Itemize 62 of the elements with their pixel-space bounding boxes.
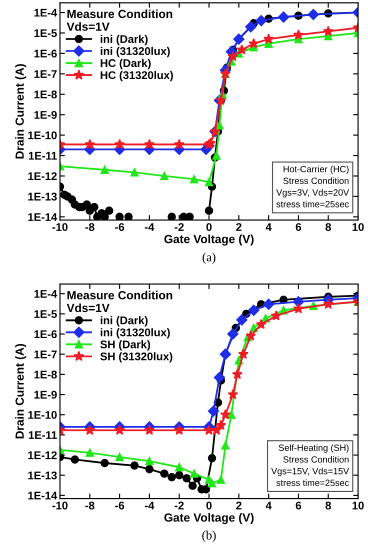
y-tick-label: 1E-7 [34,350,57,358]
y-tick-label: 1E-11 [28,431,57,439]
y-tick-label: 1E-9 [34,390,57,399]
legend-label: ini (31320lux) [100,46,170,58]
x-tick-label: -8 [85,223,94,231]
y-tick-label: 1E-13 [28,192,57,201]
legend-label: ini (Dark) [100,34,148,46]
y-tick-label: 1E-6 [34,50,57,58]
x-tick-label: 4 [266,223,272,231]
x-tick-label: 6 [296,223,302,231]
legend-label: HC (Dark) [100,58,151,70]
y-tick-label: 1E-14 [28,213,58,221]
legend-title: Measure Condition Vds=1V [66,290,172,312]
legend-label: ini (Dark) [100,316,148,326]
y-tick-label: 1E-9 [34,110,57,119]
x-tick-label: 6 [296,502,302,510]
x-tick-label: -6 [115,223,124,231]
x-tick-label: -2 [174,223,184,231]
annotation: Hot-Carrier (HC) Stress Condition Vgs=3V, Vds=20V stress time=25sec [276,166,350,208]
y-tick-label: 1E-8 [34,370,57,379]
legend-label: SH (31320lux) [100,352,172,363]
x-tick-label: -10 [52,502,68,510]
y-tick-label: 1E-14 [28,492,58,500]
x-tick-label: 2 [236,223,242,231]
x-tick-label: 2 [236,502,242,510]
x-axis-title: Gate Voltage (V) [164,234,254,246]
legend-label: HC (31320lux) [100,70,173,82]
y-tick-label: 1E-11 [28,152,57,160]
x-tick-label: 0 [206,223,212,231]
x-tick-label: 10 [352,502,364,510]
x-tick-label: 8 [326,502,332,510]
y-tick-label: 1E-12 [28,451,57,460]
y-tick-label: 1E-8 [34,90,57,98]
y-tick-label: 1E-5 [34,29,57,38]
x-tick-label: -4 [144,223,154,231]
x-tick-label: -4 [144,502,154,510]
x-axis-title: Gate Voltage (V) [164,513,254,524]
text: (a) [202,252,216,264]
x-tick-label: -6 [115,502,124,510]
x-tick-label: 10 [352,223,364,231]
annotation: Self-Heating (SH) Stress Condition Vgs=15V, Vds=15V stress time=25sec [271,444,350,486]
y-tick-label: 1E-13 [28,471,57,480]
x-tick-label: -8 [85,502,94,510]
text: (b) [202,530,216,542]
y-tick-label: 1E-4 [34,290,58,298]
y-axis-title: Drain Current (A) [15,64,26,158]
x-tick-label: 8 [326,223,332,231]
legend-title: Measure Condition Vds=1V [66,9,172,31]
x-tick-label: 0 [206,502,212,510]
y-tick-label: 1E-6 [34,330,57,338]
x-tick-label: -10 [52,223,68,231]
y-tick-label: 1E-4 [34,8,58,17]
y-tick-label: 1E-5 [34,310,57,318]
y-tick-label: 1E-10 [28,410,57,419]
y-tick-label: 1E-10 [28,131,57,140]
y-tick-label: 1E-12 [28,172,57,180]
legend-label: ini (31320lux) [100,328,170,339]
y-tick-label: 1E-7 [34,70,57,78]
x-tick-label: -2 [174,502,184,510]
x-tick-label: 4 [266,502,272,510]
legend-label: SH (Dark) [100,340,150,351]
y-axis-title: Drain Current (A) [15,344,26,438]
